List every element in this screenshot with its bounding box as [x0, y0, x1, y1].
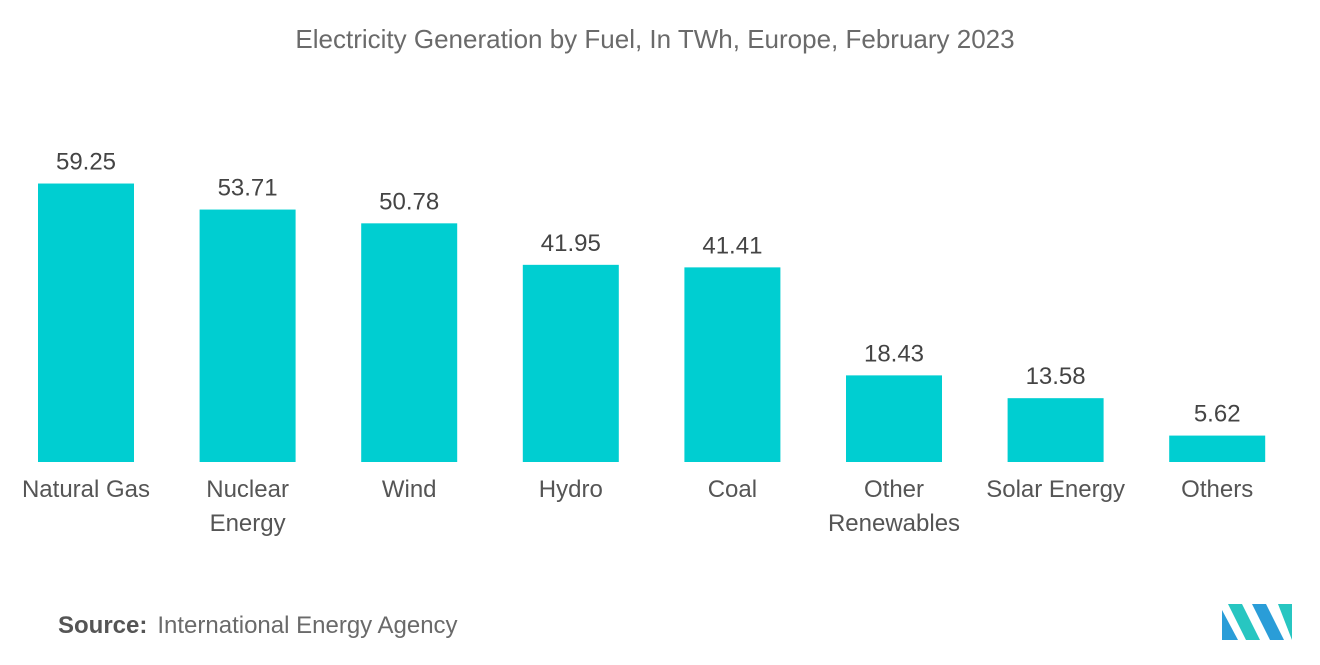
source-label: Source: [58, 612, 148, 639]
bar [1007, 398, 1104, 462]
bar [199, 209, 296, 462]
data-label: 50.78 [379, 188, 439, 215]
category-label-line: Solar Energy [986, 476, 1125, 503]
category-label: Natural Gas [22, 476, 150, 503]
category-label-line: Renewables [828, 510, 960, 537]
data-label: 53.71 [218, 175, 278, 202]
source-line: Source: International Energy Agency [58, 612, 458, 640]
category-label-line: Energy [210, 510, 286, 537]
category-label-line: Hydro [539, 476, 603, 503]
bar-chart: 59.25 Natural Gas 53.71 Nuclear Energy 50.78 W… [22, 149, 1266, 537]
category-label: Hydro [539, 476, 603, 503]
category-label: Solar Energy [986, 476, 1125, 503]
data-label: 41.41 [702, 232, 762, 259]
category-label: Wind [382, 476, 437, 503]
mordor-intelligence-logo-icon [1222, 604, 1292, 640]
category-label-line: Others [1181, 476, 1253, 503]
bar [522, 264, 619, 462]
source-text: International Energy Agency [157, 612, 458, 639]
chart-title: Electricity Generation by Fuel, In TWh, … [295, 24, 1015, 54]
category-label: Others [1181, 476, 1253, 503]
data-label: 5.62 [1194, 401, 1241, 428]
category-label: Other Renewables [828, 476, 960, 537]
category-label-line: Nuclear [206, 476, 289, 503]
category-label-line: Wind [382, 476, 437, 503]
category-label-line: Natural Gas [22, 476, 150, 503]
data-label: 13.58 [1026, 363, 1086, 390]
category-label: Coal [708, 476, 757, 503]
bar [1169, 435, 1266, 462]
bar [38, 183, 134, 462]
data-label: 41.95 [541, 230, 601, 257]
data-label: 59.25 [56, 149, 116, 176]
bar [684, 267, 781, 462]
bar [361, 223, 458, 462]
bar [846, 375, 942, 462]
category-label-line: Coal [708, 476, 757, 503]
category-label-line: Other [864, 476, 924, 503]
category-label: Nuclear Energy [206, 476, 289, 537]
data-label: 18.43 [864, 340, 924, 367]
